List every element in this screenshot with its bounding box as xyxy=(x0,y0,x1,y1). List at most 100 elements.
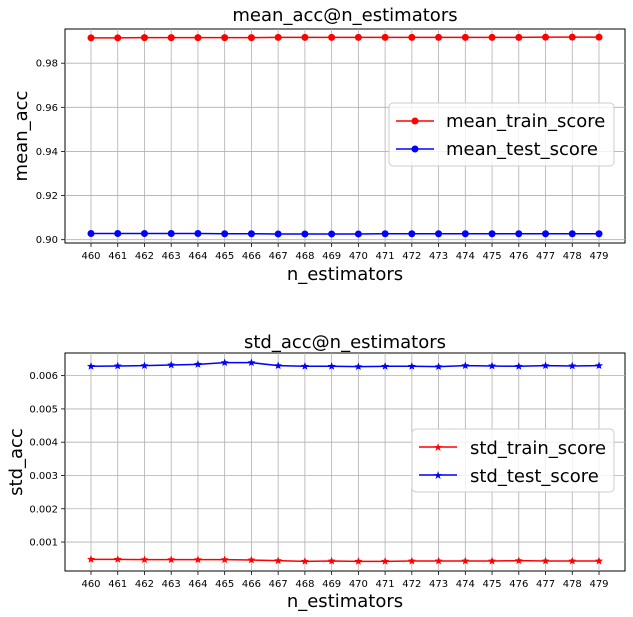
legend: ★ std_train_score ★ std_test_score xyxy=(411,428,615,493)
data-point-std_test_score xyxy=(354,362,363,371)
x-tick-label: 463 xyxy=(162,251,181,262)
data-point-mean_train_score xyxy=(595,33,603,41)
y-tick-label: 0.92 xyxy=(36,191,58,202)
data-point-mean_test_score xyxy=(194,230,202,238)
x-axis-label: n_estimators xyxy=(287,264,403,285)
data-point-mean_test_score xyxy=(114,230,122,238)
data-point-mean_test_score xyxy=(408,230,416,238)
x-tick-label: 465 xyxy=(215,579,234,590)
data-point-std_test_score xyxy=(274,361,283,370)
y-tick-label: 0.002 xyxy=(29,504,58,515)
chart-title: mean_acc@n_estimators xyxy=(232,5,457,26)
data-point-std_train_score xyxy=(193,555,202,564)
data-point-mean_train_score xyxy=(435,33,443,41)
data-point-std_test_score xyxy=(113,361,122,370)
data-point-mean_train_score xyxy=(247,34,255,42)
y-tick-label: 0.006 xyxy=(29,371,58,382)
data-point-std_test_score xyxy=(87,362,95,370)
data-point-std_train_score xyxy=(541,556,550,565)
data-point-std_train_score xyxy=(140,555,149,564)
chart-mean-acc: 0.900.920.940.960.98 460 461 462 463 464 465 4… xyxy=(11,5,626,285)
x-tick-label: 473 xyxy=(429,251,448,262)
data-point-std_train_score xyxy=(300,557,309,565)
y-tick-label: 0.90 xyxy=(36,235,58,246)
legend-label-mean-train: mean_train_score xyxy=(446,111,605,132)
data-point-mean_test_score xyxy=(221,230,229,238)
x-tick-label: 471 xyxy=(376,251,395,262)
data-point-std_test_score xyxy=(488,361,497,370)
x-tick-label: 460 xyxy=(81,579,100,590)
data-point-mean_train_score xyxy=(461,33,469,41)
x-tick-label: 469 xyxy=(322,251,341,262)
data-point-mean_test_score xyxy=(595,230,603,238)
y-tick-label: 0.96 xyxy=(36,103,58,114)
x-tick-label: 466 xyxy=(242,251,261,262)
data-point-std_test_score xyxy=(381,362,390,370)
x-tick-label: 472 xyxy=(402,579,421,590)
data-point-std_test_score xyxy=(327,362,336,370)
y-axis-label: std_acc xyxy=(6,428,27,496)
series-line-mean_train_score xyxy=(91,36,599,39)
x-tick-label: 473 xyxy=(429,579,448,590)
data-point-mean_train_score xyxy=(568,33,576,41)
data-point-std_train_score xyxy=(167,555,176,564)
x-tick-label: 474 xyxy=(456,251,475,262)
data-point-std_test_score xyxy=(407,362,416,370)
x-tick-label: 464 xyxy=(188,579,207,590)
data-point-mean_train_score xyxy=(408,33,416,41)
data-point-mean_test_score xyxy=(167,230,175,238)
x-tick-label: 461 xyxy=(108,251,127,262)
series-group xyxy=(87,33,603,238)
legend-marker-mean-test xyxy=(411,145,419,153)
data-point-mean_test_score xyxy=(515,230,523,238)
x-tick-label: 461 xyxy=(108,579,127,590)
data-point-std_train_score xyxy=(381,557,390,565)
x-tick-label: 468 xyxy=(295,579,314,590)
data-point-std_test_score xyxy=(434,362,443,371)
data-point-mean_train_score xyxy=(87,34,95,42)
x-axis-label: n_estimators xyxy=(287,591,403,612)
data-point-mean_test_score xyxy=(461,230,469,238)
x-tick-label: 471 xyxy=(376,579,395,590)
data-point-std_test_score xyxy=(568,361,577,370)
chart-title: std_acc@n_estimators xyxy=(244,332,446,353)
x-tick-label: 463 xyxy=(162,579,181,590)
legend-marker-std-test: ★ xyxy=(433,469,443,482)
y-tick-label: 0.003 xyxy=(29,471,58,482)
y-tick-label: 0.98 xyxy=(36,59,58,70)
data-point-mean_test_score xyxy=(568,230,576,238)
legend-label-std-train: std_train_score xyxy=(470,438,606,459)
y-axis-label: mean_acc xyxy=(11,91,32,182)
data-point-std_train_score xyxy=(488,556,497,565)
data-point-mean_train_score xyxy=(381,33,389,41)
series-line-std_test_score xyxy=(90,361,600,368)
x-tick-label: 476 xyxy=(509,579,528,590)
data-point-std_train_score xyxy=(87,555,95,563)
y-tick-label: 0.94 xyxy=(36,147,58,158)
data-point-std_test_score xyxy=(514,362,523,370)
data-point-std_test_score xyxy=(595,361,603,370)
legend-marker-std-train: ★ xyxy=(433,441,443,454)
data-point-mean_test_score xyxy=(381,230,389,238)
legend-label-std-test: std_test_score xyxy=(470,466,599,487)
legend-label-mean-test: mean_test_score xyxy=(446,139,598,160)
x-tick-label: 479 xyxy=(589,251,608,262)
x-tick-label: 469 xyxy=(322,579,341,590)
y-axis-ticks: 0.001 0.002 0.003 0.004 0.005 0.006 xyxy=(29,371,65,549)
x-tick-label: 467 xyxy=(269,579,288,590)
x-tick-label: 462 xyxy=(135,251,154,262)
data-point-std_train_score xyxy=(595,556,603,565)
data-point-std_test_score xyxy=(167,360,176,369)
x-tick-label: 474 xyxy=(456,579,475,590)
data-point-mean_test_score xyxy=(542,230,550,238)
x-tick-label: 477 xyxy=(536,579,555,590)
x-tick-label: 465 xyxy=(215,251,234,262)
data-point-mean_test_score xyxy=(247,230,255,238)
data-point-mean_train_score xyxy=(542,33,550,41)
data-point-std_train_score xyxy=(354,557,363,565)
data-point-std_train_score xyxy=(327,556,336,565)
x-tick-label: 477 xyxy=(536,251,555,262)
legend-box xyxy=(411,428,615,493)
data-point-std_test_score xyxy=(247,358,256,367)
